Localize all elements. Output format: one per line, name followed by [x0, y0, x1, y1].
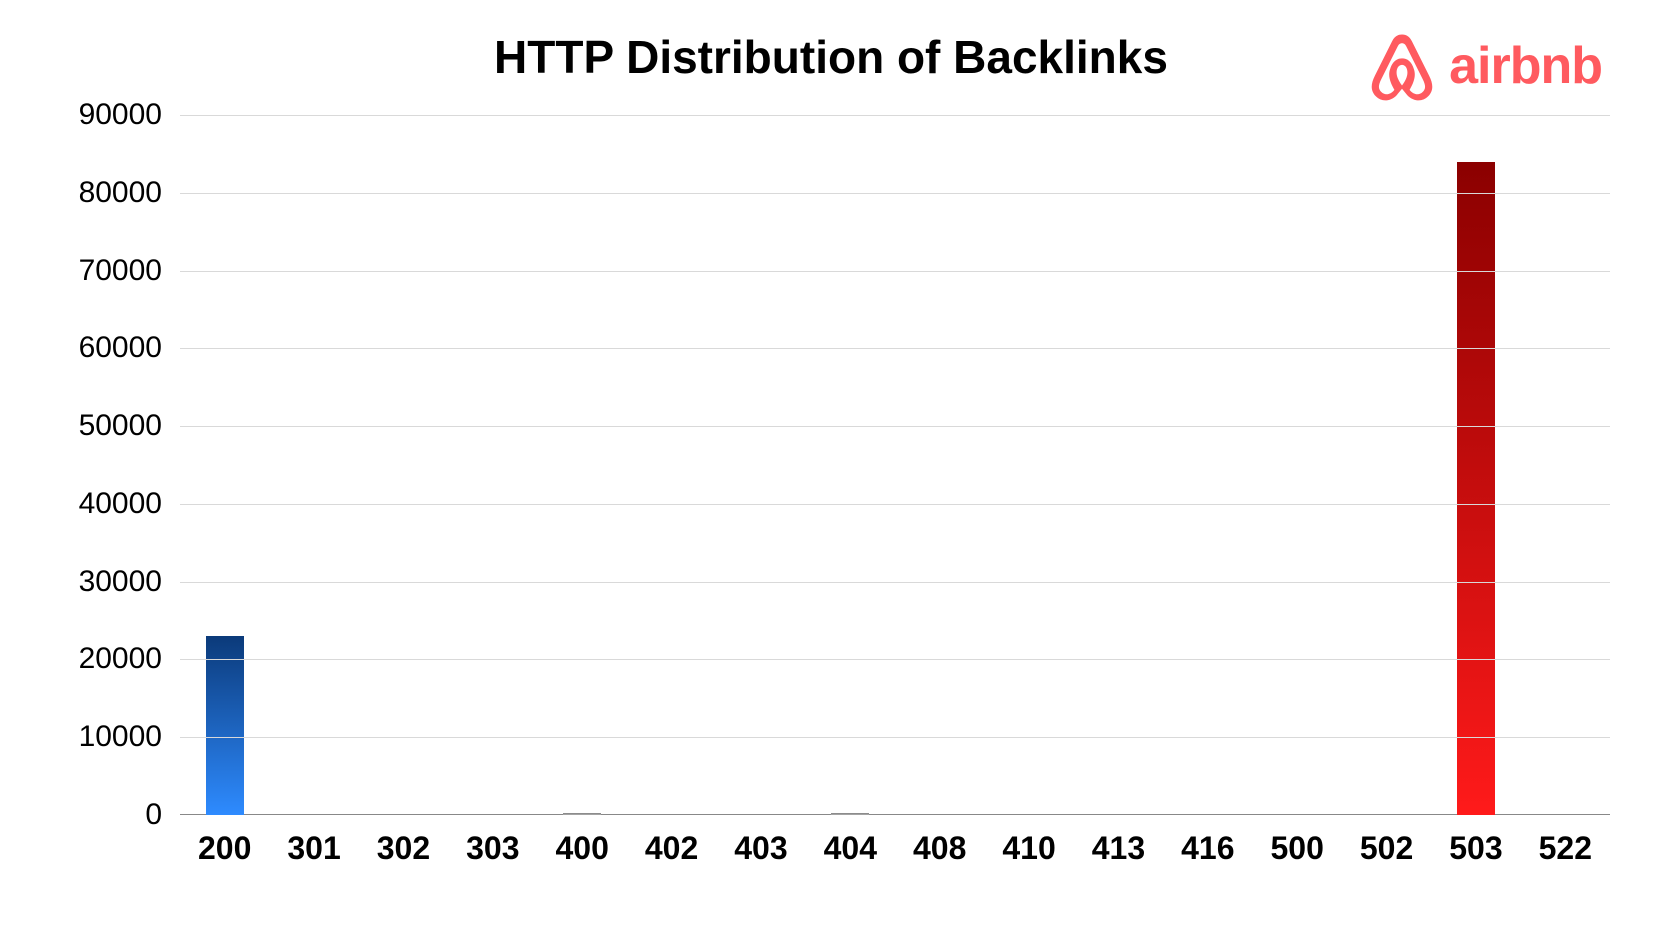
- bar-slot: [180, 115, 269, 815]
- gridline: [180, 115, 1610, 116]
- bar-slot: [895, 115, 984, 815]
- brand-logo: airbnb: [1367, 28, 1602, 104]
- y-tick-label: 30000: [22, 565, 162, 599]
- bar-slot: [359, 115, 448, 815]
- gridline: [180, 426, 1610, 427]
- bar-400: [563, 813, 601, 815]
- plot-area: [180, 115, 1610, 815]
- bars-group: [180, 115, 1610, 815]
- x-tick-label: 502: [1342, 830, 1431, 867]
- bar-200: [206, 636, 244, 815]
- x-tick-label: 303: [448, 830, 537, 867]
- x-tick-label: 403: [716, 830, 805, 867]
- brand-name: airbnb: [1449, 36, 1602, 96]
- bar-slot: [1521, 115, 1610, 815]
- y-tick-label: 20000: [22, 642, 162, 676]
- x-tick-label: 404: [806, 830, 895, 867]
- x-tick-label: 402: [627, 830, 716, 867]
- y-tick-label: 80000: [22, 176, 162, 210]
- x-tick-label: 500: [1253, 830, 1342, 867]
- y-tick-label: 40000: [22, 487, 162, 521]
- x-tick-label: 301: [269, 830, 358, 867]
- bar-slot: [1163, 115, 1252, 815]
- bar-slot: [1342, 115, 1431, 815]
- bar-slot: [1253, 115, 1342, 815]
- gridline: [180, 504, 1610, 505]
- airbnb-belo-icon: [1367, 28, 1437, 104]
- bar-slot: [806, 115, 895, 815]
- bar-slot: [716, 115, 805, 815]
- x-tick-label: 408: [895, 830, 984, 867]
- bar-slot: [627, 115, 716, 815]
- y-tick-label: 10000: [22, 720, 162, 754]
- bar-slot: [1431, 115, 1520, 815]
- x-tick-label: 410: [984, 830, 1073, 867]
- y-tick-label: 0: [22, 798, 162, 832]
- gridline: [180, 348, 1610, 349]
- bar-slot: [984, 115, 1073, 815]
- chart-container: HTTP Distribution of Backlinks airbnb 20…: [0, 0, 1662, 942]
- x-tick-label: 400: [538, 830, 627, 867]
- bar-slot: [1074, 115, 1163, 815]
- x-tick-label: 522: [1521, 830, 1610, 867]
- gridline: [180, 582, 1610, 583]
- x-tick-label: 302: [359, 830, 448, 867]
- bar-slot: [448, 115, 537, 815]
- gridline: [180, 271, 1610, 272]
- y-tick-label: 70000: [22, 254, 162, 288]
- y-tick-label: 60000: [22, 331, 162, 365]
- bar-slot: [538, 115, 627, 815]
- x-axis-labels: 2003013023034004024034044084104134165005…: [180, 830, 1610, 867]
- bar-503: [1457, 162, 1495, 815]
- y-tick-label: 50000: [22, 409, 162, 443]
- x-tick-label: 413: [1074, 830, 1163, 867]
- y-tick-label: 90000: [22, 98, 162, 132]
- bar-404: [831, 813, 869, 815]
- gridline: [180, 737, 1610, 738]
- gridline: [180, 659, 1610, 660]
- x-tick-label: 200: [180, 830, 269, 867]
- x-tick-label: 503: [1431, 830, 1520, 867]
- x-tick-label: 416: [1163, 830, 1252, 867]
- gridline: [180, 193, 1610, 194]
- bar-slot: [269, 115, 358, 815]
